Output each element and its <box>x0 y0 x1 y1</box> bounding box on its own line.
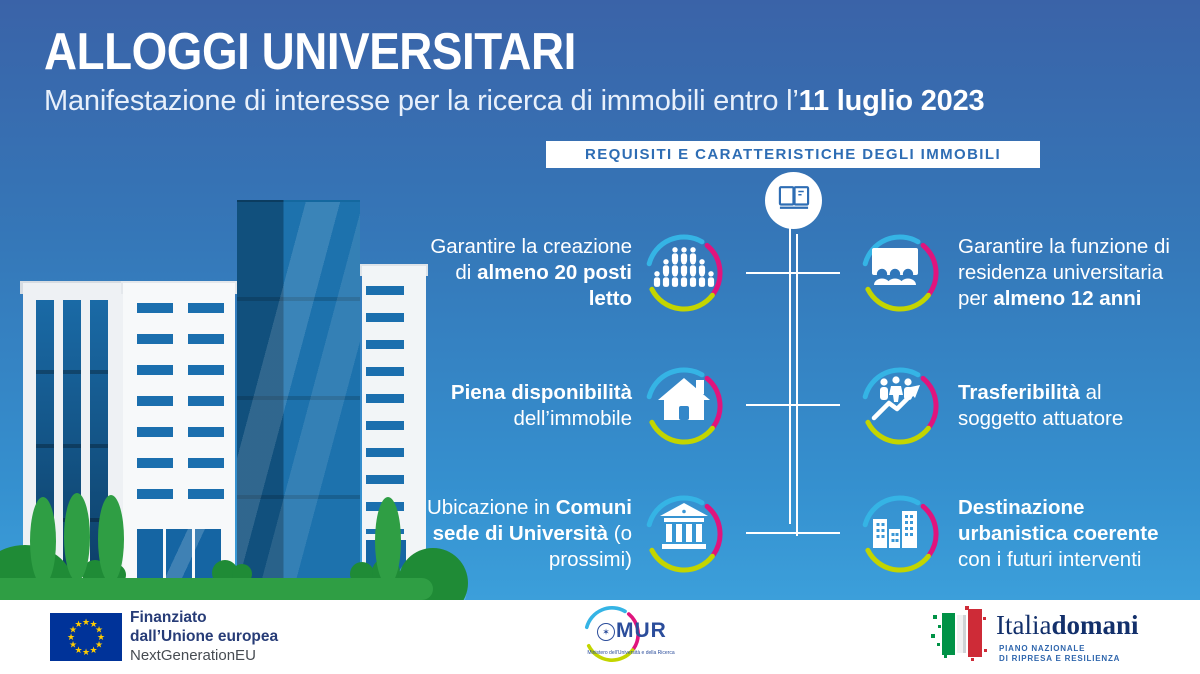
people-growth-icon <box>860 366 940 446</box>
mur-acronym: MUR <box>616 619 667 642</box>
university-building-icon <box>644 494 724 574</box>
requirement-text: Garantire la creazione di almeno 20 post… <box>430 235 632 310</box>
italia-flag-icon <box>930 605 988 668</box>
requirement-item: Ubicazione in Comuni sede di Università … <box>420 495 632 573</box>
city-buildings-icon <box>860 494 940 574</box>
italia-domani-logo: Italiadomani PIANO NAZIONALE DI RIPRESA … <box>930 603 1180 671</box>
tree <box>64 493 90 593</box>
svg-text:★: ★ <box>82 618 90 628</box>
svg-text:★: ★ <box>67 633 75 643</box>
mur-emblem-icon: ✶ <box>597 623 615 641</box>
classroom-icon <box>860 233 940 313</box>
horizontal-connector <box>746 532 840 534</box>
mur-logo: ✶ MUR Ministero dell’Università e della … <box>575 602 705 672</box>
footer: ★ ★ ★ ★ ★ ★ ★ ★ ★ ★ ★ ★ Finanziato dall’Unione e… <box>0 600 1200 674</box>
subtitle-text: Manifestazione di interesse per la ricer… <box>44 85 799 117</box>
tree <box>30 497 56 597</box>
requirement-item: Destinazione urbanistica coerente con i … <box>958 495 1186 573</box>
campus-illustration <box>0 0 470 635</box>
requirement-text: Trasferibilità al soggetto attuatore <box>958 381 1124 430</box>
svg-text:★: ★ <box>95 626 103 636</box>
building-mid-windows <box>188 303 224 501</box>
requirement-text: Destinazione urbanistica coerente con i … <box>958 496 1159 571</box>
requirement-text: Ubicazione in Comuni sede di Università … <box>426 496 632 571</box>
eu-funding-line3: NextGenerationEU <box>130 647 256 664</box>
svg-text:★: ★ <box>89 620 97 630</box>
requirement-text: Garantire la funzione di residenza unive… <box>958 235 1170 310</box>
house-icon <box>644 366 724 446</box>
requirement-item: Trasferibilità al soggetto attuatore <box>958 380 1148 432</box>
subtitle-deadline: 11 luglio 2023 <box>798 85 985 117</box>
building-mid-storefront <box>137 525 224 585</box>
people-crowd-icon <box>644 233 724 313</box>
tree <box>98 495 124 595</box>
tree <box>375 497 401 597</box>
svg-text:★: ★ <box>69 641 77 651</box>
eu-funding-line1: Finanziato <box>130 609 207 626</box>
building-right-windows <box>366 286 404 534</box>
pnrr-tagline-line1: PIANO NAZIONALE <box>999 644 1086 653</box>
svg-text:★: ★ <box>95 641 103 651</box>
ground <box>0 578 433 600</box>
horizontal-connector <box>746 272 840 274</box>
page-subtitle: Manifestazione di interesse per la ricer… <box>44 85 985 118</box>
requirements-badge: REQUISITI E CARATTERISTICHE DEGLI IMMOBI… <box>546 141 1040 168</box>
requirement-item: Piena disponibilità dell’immobile <box>420 380 632 432</box>
svg-text:★: ★ <box>97 633 105 643</box>
mur-ring-icon <box>583 605 641 668</box>
page-title: ALLOGGI UNIVERSITARI <box>44 23 576 81</box>
requirement-item: Garantire la creazione di almeno 20 post… <box>430 234 632 312</box>
horizontal-connector <box>746 404 840 406</box>
glass-tower <box>237 202 360 598</box>
svg-text:★: ★ <box>74 620 82 630</box>
pnrr-tagline: PIANO NAZIONALE DI RIPRESA E RESILIENZA <box>999 644 1120 664</box>
eu-funding-line2: dall’Unione europea <box>130 628 279 645</box>
eu-flag-icon: ★ ★ ★ ★ ★ ★ ★ ★ ★ ★ ★ ★ <box>50 613 122 666</box>
open-book-icon <box>777 185 811 216</box>
vertical-connector <box>789 228 791 524</box>
svg-text:★: ★ <box>69 626 77 636</box>
eu-funding-text: Finanziato dall’Unione europea NextGener… <box>130 608 278 665</box>
mur-subtitle: Ministero dell’Università e della Ricerc… <box>587 650 675 656</box>
italia-domani-wordmark: Italiadomani <box>996 610 1139 640</box>
vertical-connector <box>796 234 798 536</box>
requirement-text: Piena disponibilità dell’immobile <box>450 381 632 430</box>
svg-text:★: ★ <box>89 646 97 656</box>
building-mid-windows <box>137 303 173 501</box>
svg-text:★: ★ <box>82 648 90 658</box>
book-circle <box>765 172 822 229</box>
svg-text:★: ★ <box>74 646 82 656</box>
requirement-item: Garantire la funzione di residenza unive… <box>958 234 1198 312</box>
pnrr-tagline-line2: DI RIPRESA E RESILIENZA <box>999 654 1121 663</box>
